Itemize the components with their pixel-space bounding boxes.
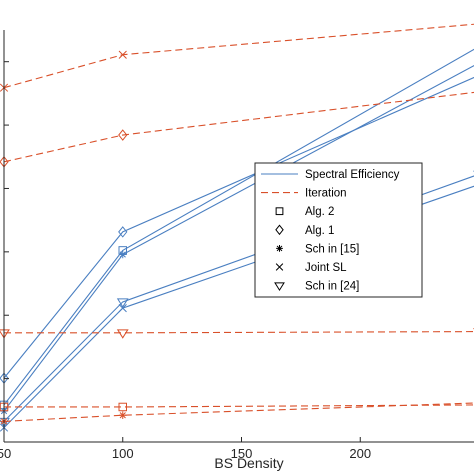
legend-swatch xyxy=(275,207,284,216)
legend-label: Sch in [24] xyxy=(305,281,359,293)
legend: Spectral Efficiency Iteration Alg. 2 Alg. 1… xyxy=(254,162,423,298)
legend-item: Joint SL xyxy=(275,262,347,274)
series-line xyxy=(4,331,474,334)
legend-swatch xyxy=(275,224,284,236)
series-layer xyxy=(0,23,474,432)
x-tick-label: 50 xyxy=(0,446,11,461)
data-point-marker xyxy=(118,226,128,238)
legend-swatch xyxy=(276,245,283,252)
series-line xyxy=(3,76,474,379)
data-point-marker xyxy=(118,303,127,313)
data-point-marker xyxy=(118,129,128,141)
data-point-marker xyxy=(119,411,127,419)
legend-label: Sch in [15] xyxy=(305,243,359,255)
series-line xyxy=(3,402,474,422)
series-line xyxy=(3,91,474,163)
series-line xyxy=(3,48,474,406)
data-point-marker xyxy=(116,298,129,308)
x-tick-label: 100 xyxy=(112,446,134,461)
axes-layer: 50 100 150 200 xyxy=(0,30,474,461)
legend-label: Iteration xyxy=(305,188,347,200)
x-tick-label: 150 xyxy=(231,446,253,461)
legend-item: Sch in [15] xyxy=(276,243,359,255)
legend-label: Joint SL xyxy=(305,262,347,274)
data-point-marker xyxy=(118,402,127,412)
legend-box xyxy=(254,162,423,298)
legend-item: Sch in [24] xyxy=(274,281,359,293)
legend-item: Alg. 1 xyxy=(275,224,334,237)
legend-item: Iteration xyxy=(261,188,347,200)
series-line xyxy=(4,404,474,408)
x-tick-label: 200 xyxy=(349,446,371,461)
legend-swatch xyxy=(275,263,284,271)
data-point-marker xyxy=(119,250,127,259)
legend-item: Spectral Efficiency xyxy=(261,169,400,181)
legend-label: Alg. 1 xyxy=(305,225,334,237)
data-point-marker xyxy=(118,50,127,59)
legend-label: Alg. 2 xyxy=(305,206,334,218)
data-point-marker xyxy=(116,329,129,339)
legend-swatch xyxy=(274,282,285,292)
x-axis-label: BS Density xyxy=(214,455,283,471)
legend-label: Spectral Efficiency xyxy=(305,169,400,181)
legend-item: Alg. 2 xyxy=(275,206,334,218)
